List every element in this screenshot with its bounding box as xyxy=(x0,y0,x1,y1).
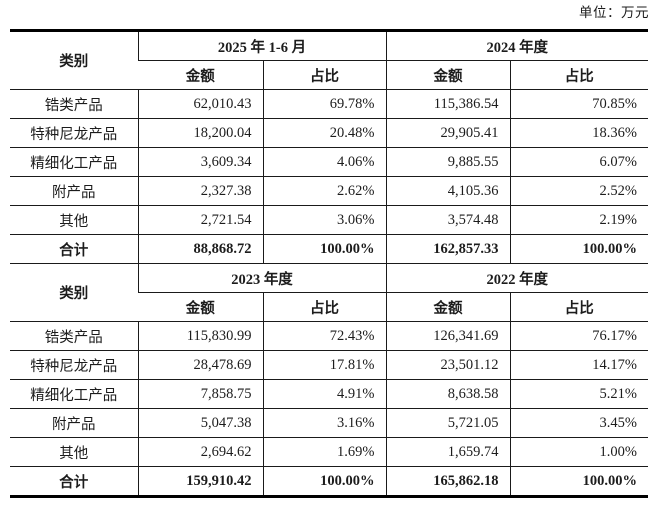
amount-cell: 5,721.05 xyxy=(385,408,510,438)
amount-cell: 5,047.38 xyxy=(137,408,263,438)
sub-header-row: 金额 占比 金额 占比 xyxy=(10,60,648,90)
amount-header: 金额 xyxy=(385,60,510,90)
ratio-cell: 1.00% xyxy=(509,437,648,467)
ratio-cell: 3.16% xyxy=(262,408,386,438)
amount-cell: 1,659.74 xyxy=(385,437,510,467)
amount-cell: 115,386.54 xyxy=(385,89,510,119)
table-row: 精细化工产品 7,858.75 4.91% 8,638.58 5.21% xyxy=(10,379,648,409)
total-row: 合计 88,868.72 100.00% 162,857.33 100.00% xyxy=(10,234,648,264)
ratio-cell: 3.45% xyxy=(509,408,648,438)
sub-header-row: 金额 占比 金额 占比 xyxy=(10,292,648,322)
ratio-cell: 20.48% xyxy=(262,118,386,148)
amount-cell: 62,010.43 xyxy=(137,89,263,119)
category-header: 类别 xyxy=(10,32,138,90)
ratio-header: 占比 xyxy=(509,292,648,322)
ratio-cell: 4.91% xyxy=(262,379,386,409)
total-row: 合计 159,910.42 100.00% 165,862.18 100.00% xyxy=(10,466,648,495)
amount-cell: 28,478.69 xyxy=(137,350,263,380)
amount-cell: 2,721.54 xyxy=(137,205,263,235)
period-header-2023: 2023 年度 xyxy=(137,264,386,293)
ratio-cell: 100.00% xyxy=(509,466,648,495)
ratio-cell: 72.43% xyxy=(262,321,386,351)
ratio-cell: 100.00% xyxy=(262,234,386,264)
amount-cell: 115,830.99 xyxy=(137,321,263,351)
ratio-cell: 100.00% xyxy=(262,466,386,495)
revenue-tables-container: 类别 2025 年 1-6 月 2024 年度 金额 占比 金额 占比 锆类产品… xyxy=(10,29,648,498)
amount-cell: 3,574.48 xyxy=(385,205,510,235)
ratio-cell: 6.07% xyxy=(509,147,648,177)
category-header: 类别 xyxy=(10,264,138,322)
category-cell: 锆类产品 xyxy=(10,89,138,119)
table-row: 其他 2,721.54 3.06% 3,574.48 2.19% xyxy=(10,205,648,235)
amount-cell: 165,862.18 xyxy=(385,466,510,495)
amount-cell: 7,858.75 xyxy=(137,379,263,409)
table-row: 特种尼龙产品 18,200.04 20.48% 29,905.41 18.36% xyxy=(10,118,648,148)
ratio-cell: 69.78% xyxy=(262,89,386,119)
amount-cell: 4,105.36 xyxy=(385,176,510,206)
amount-header: 金额 xyxy=(385,292,510,322)
table-row: 附产品 5,047.38 3.16% 5,721.05 3.45% xyxy=(10,408,648,438)
period-header-row: 类别 2023 年度 2022 年度 xyxy=(10,264,648,322)
amount-cell: 2,694.62 xyxy=(137,437,263,467)
ratio-cell: 70.85% xyxy=(509,89,648,119)
period-header-2022: 2022 年度 xyxy=(385,264,648,293)
revenue-table-2023-2022: 类别 2023 年度 2022 年度 金额 占比 金额 占比 锆类产品 115,… xyxy=(10,264,648,495)
ratio-cell: 2.19% xyxy=(509,205,648,235)
revenue-table-2025-2024: 类别 2025 年 1-6 月 2024 年度 金额 占比 金额 占比 锆类产品… xyxy=(10,32,648,264)
period-header-2024: 2024 年度 xyxy=(385,32,648,61)
ratio-cell: 2.62% xyxy=(262,176,386,206)
ratio-header: 占比 xyxy=(509,60,648,90)
category-cell: 特种尼龙产品 xyxy=(10,118,138,148)
category-cell: 附产品 xyxy=(10,176,138,206)
category-cell: 附产品 xyxy=(10,408,138,438)
amount-cell: 126,341.69 xyxy=(385,321,510,351)
ratio-cell: 3.06% xyxy=(262,205,386,235)
table-row: 其他 2,694.62 1.69% 1,659.74 1.00% xyxy=(10,437,648,467)
amount-cell: 23,501.12 xyxy=(385,350,510,380)
table-row: 特种尼龙产品 28,478.69 17.81% 23,501.12 14.17% xyxy=(10,350,648,380)
amount-cell: 29,905.41 xyxy=(385,118,510,148)
amount-cell: 8,638.58 xyxy=(385,379,510,409)
amount-cell: 159,910.42 xyxy=(137,466,263,495)
ratio-cell: 18.36% xyxy=(509,118,648,148)
unit-label: 单位：万元 xyxy=(579,5,649,20)
amount-cell: 9,885.55 xyxy=(385,147,510,177)
category-cell: 其他 xyxy=(10,205,138,235)
category-cell: 精细化工产品 xyxy=(10,379,138,409)
table-header: 类别 2025 年 1-6 月 2024 年度 金额 占比 金额 占比 xyxy=(10,32,648,90)
table-header: 类别 2023 年度 2022 年度 金额 占比 金额 占比 xyxy=(10,264,648,322)
ratio-cell: 17.81% xyxy=(262,350,386,380)
table-row: 精细化工产品 3,609.34 4.06% 9,885.55 6.07% xyxy=(10,147,648,177)
amount-header: 金额 xyxy=(138,60,263,90)
ratio-cell: 4.06% xyxy=(262,147,386,177)
table-row: 附产品 2,327.38 2.62% 4,105.36 2.52% xyxy=(10,176,648,206)
category-cell: 其他 xyxy=(10,437,138,467)
category-cell: 锆类产品 xyxy=(10,321,138,351)
amount-cell: 18,200.04 xyxy=(137,118,263,148)
amount-cell: 88,868.72 xyxy=(137,234,263,264)
amount-cell: 162,857.33 xyxy=(385,234,510,264)
table-row: 锆类产品 62,010.43 69.78% 115,386.54 70.85% xyxy=(10,89,648,119)
category-cell: 精细化工产品 xyxy=(10,147,138,177)
ratio-cell: 14.17% xyxy=(509,350,648,380)
period-header-2025: 2025 年 1-6 月 xyxy=(137,32,386,61)
ratio-cell: 100.00% xyxy=(509,234,648,264)
ratio-cell: 5.21% xyxy=(509,379,648,409)
ratio-cell: 2.52% xyxy=(509,176,648,206)
table-row: 锆类产品 115,830.99 72.43% 126,341.69 76.17% xyxy=(10,321,648,351)
ratio-header: 占比 xyxy=(262,292,386,322)
amount-cell: 2,327.38 xyxy=(137,176,263,206)
ratio-cell: 1.69% xyxy=(262,437,386,467)
amount-cell: 3,609.34 xyxy=(137,147,263,177)
category-cell: 合计 xyxy=(10,234,138,264)
ratio-cell: 76.17% xyxy=(509,321,648,351)
period-header-row: 类别 2025 年 1-6 月 2024 年度 xyxy=(10,32,648,90)
ratio-header: 占比 xyxy=(262,60,386,90)
category-cell: 特种尼龙产品 xyxy=(10,350,138,380)
amount-header: 金额 xyxy=(138,292,263,322)
category-cell: 合计 xyxy=(59,474,89,491)
